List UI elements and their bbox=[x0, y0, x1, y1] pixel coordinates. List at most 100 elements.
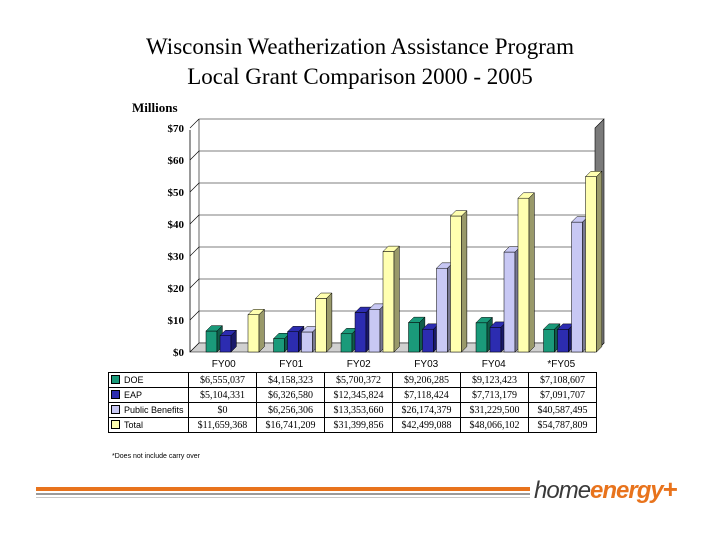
table-cell: $6,256,306 bbox=[256, 402, 325, 418]
bar-doe bbox=[475, 322, 488, 353]
table-cell: $6,555,037 bbox=[188, 372, 257, 388]
table-cell: $0 bbox=[188, 402, 257, 418]
table-cell: $31,399,856 bbox=[324, 417, 393, 433]
y-tick-label: $0 bbox=[173, 347, 185, 359]
legend-entry: Public Benefits bbox=[108, 402, 189, 418]
table-cell: $42,499,088 bbox=[392, 417, 461, 433]
table-cell: $5,700,372 bbox=[324, 372, 393, 388]
y-axis-label: Millions bbox=[132, 100, 178, 115]
bar-side bbox=[461, 209, 468, 353]
table-cell: $12,345,824 bbox=[324, 387, 393, 403]
logo-home-text: home bbox=[534, 477, 591, 504]
bar-doe bbox=[340, 333, 353, 353]
gray-rule bbox=[36, 493, 530, 495]
table-cell: $7,118,424 bbox=[392, 387, 461, 403]
y-tick-label: $50 bbox=[168, 187, 185, 199]
gridline-diag bbox=[189, 214, 200, 225]
logo-energy-text: energy bbox=[590, 477, 664, 504]
chart-plot: $0 $10 $20 $30 $40 $50 $60 $70 Millions FY00 FY01 F… bbox=[132, 100, 605, 370]
table-cell: $54,787,809 bbox=[528, 417, 597, 433]
chart-title-line1: Wisconsin Weatherization Assistance Prog… bbox=[146, 34, 574, 59]
bar-eap bbox=[219, 335, 232, 353]
bar-side bbox=[230, 329, 237, 353]
bar-doe bbox=[205, 330, 218, 353]
bar-public-benefits bbox=[436, 267, 448, 353]
x-tick-label: FY02 bbox=[347, 359, 371, 370]
bar-total bbox=[382, 251, 395, 353]
bar-eap bbox=[422, 328, 434, 353]
y-tick-label: $70 bbox=[168, 123, 185, 135]
y-tick-label: $10 bbox=[168, 315, 185, 327]
y-tick-label: $60 bbox=[168, 155, 185, 167]
table-cell: $31,229,500 bbox=[460, 402, 529, 418]
x-tick-label: FY04 bbox=[482, 359, 506, 370]
table-cell: $7,091,707 bbox=[528, 387, 597, 403]
bar-doe bbox=[408, 322, 420, 353]
light-rule bbox=[36, 497, 530, 498]
table-cell: $11,659,368 bbox=[188, 417, 257, 433]
bar-eap bbox=[557, 329, 569, 353]
table-cell: $48,066,102 bbox=[460, 417, 529, 433]
legend-swatch bbox=[111, 419, 120, 429]
table-cell: $7,108,607 bbox=[528, 372, 597, 388]
footnote: *Does not include carry over bbox=[112, 453, 200, 460]
bar-eap bbox=[489, 327, 502, 353]
bar-total bbox=[315, 298, 327, 353]
table-cell: $16,741,209 bbox=[256, 417, 325, 433]
table-row: Public Benefits $0 $6,256,306 $13,353,660 $2… bbox=[108, 402, 597, 418]
bar-public-benefits bbox=[301, 331, 313, 353]
legend-label: Total bbox=[124, 419, 144, 430]
bar-side bbox=[596, 170, 603, 353]
gridline-diag bbox=[189, 182, 200, 193]
table-cell: $6,326,580 bbox=[256, 387, 325, 403]
legend-entry: Total bbox=[108, 417, 189, 433]
bar-side bbox=[393, 245, 400, 353]
gridline-diag bbox=[189, 278, 200, 289]
bar-total bbox=[450, 215, 462, 353]
bar-public-benefits bbox=[571, 221, 583, 353]
gridline-diag bbox=[189, 246, 200, 257]
table-cell: $5,104,331 bbox=[188, 387, 257, 403]
bar-eap bbox=[354, 312, 367, 353]
gridline-diag bbox=[189, 310, 200, 321]
chart-title-line2: Local Grant Comparison 2000 - 2005 bbox=[187, 64, 533, 89]
table-row: EAP $5,104,331 $6,326,580 $12,345,824 $7,118… bbox=[108, 387, 597, 403]
logo-plus-icon: + bbox=[662, 474, 678, 504]
table-cell: $26,174,379 bbox=[392, 402, 461, 418]
table-cell: $9,206,285 bbox=[392, 372, 461, 388]
y-tick-label: $40 bbox=[168, 219, 185, 231]
legend-label: EAP bbox=[124, 389, 143, 400]
bar-total bbox=[247, 314, 260, 353]
y-tick-label: $30 bbox=[168, 251, 185, 263]
table-row: Total $11,659,368 $16,741,209 $31,399,856 $4… bbox=[108, 417, 597, 433]
legend-entry: EAP bbox=[108, 387, 189, 403]
data-table: DOE $6,555,037 $4,158,323 $5,700,372 $9,206,… bbox=[108, 372, 597, 433]
bar-side bbox=[258, 308, 265, 353]
gridline-diag bbox=[189, 150, 200, 161]
legend-label: DOE bbox=[124, 374, 144, 385]
legend-entry: DOE bbox=[108, 372, 189, 388]
orange-rule bbox=[36, 487, 530, 491]
x-tick-label: FY00 bbox=[212, 359, 236, 370]
legend-swatch bbox=[111, 374, 120, 384]
bar-doe bbox=[543, 329, 555, 353]
legend-swatch bbox=[111, 404, 120, 414]
x-tick-label: FY03 bbox=[414, 359, 438, 370]
bar-side bbox=[326, 292, 333, 353]
gridline-diag bbox=[189, 118, 200, 129]
x-tick-label: *FY05 bbox=[547, 359, 575, 370]
table-cell: $9,123,423 bbox=[460, 372, 529, 388]
table-cell: $7,713,179 bbox=[460, 387, 529, 403]
table-row: DOE $6,555,037 $4,158,323 $5,700,372 $9,206,… bbox=[108, 372, 597, 388]
bar-public-benefits bbox=[503, 251, 516, 353]
y-tick-label: $20 bbox=[168, 283, 185, 295]
table-cell: $13,353,660 bbox=[324, 402, 393, 418]
bar-side bbox=[528, 192, 535, 353]
x-tick-label: FY01 bbox=[279, 359, 303, 370]
bar-public-benefits bbox=[368, 309, 381, 353]
table-cell: $4,158,323 bbox=[256, 372, 325, 388]
home-energy-logo: homeenergy+ bbox=[534, 474, 678, 505]
table-cell: $40,587,495 bbox=[528, 402, 597, 418]
bar-total bbox=[517, 197, 530, 353]
bar-doe bbox=[273, 338, 285, 353]
